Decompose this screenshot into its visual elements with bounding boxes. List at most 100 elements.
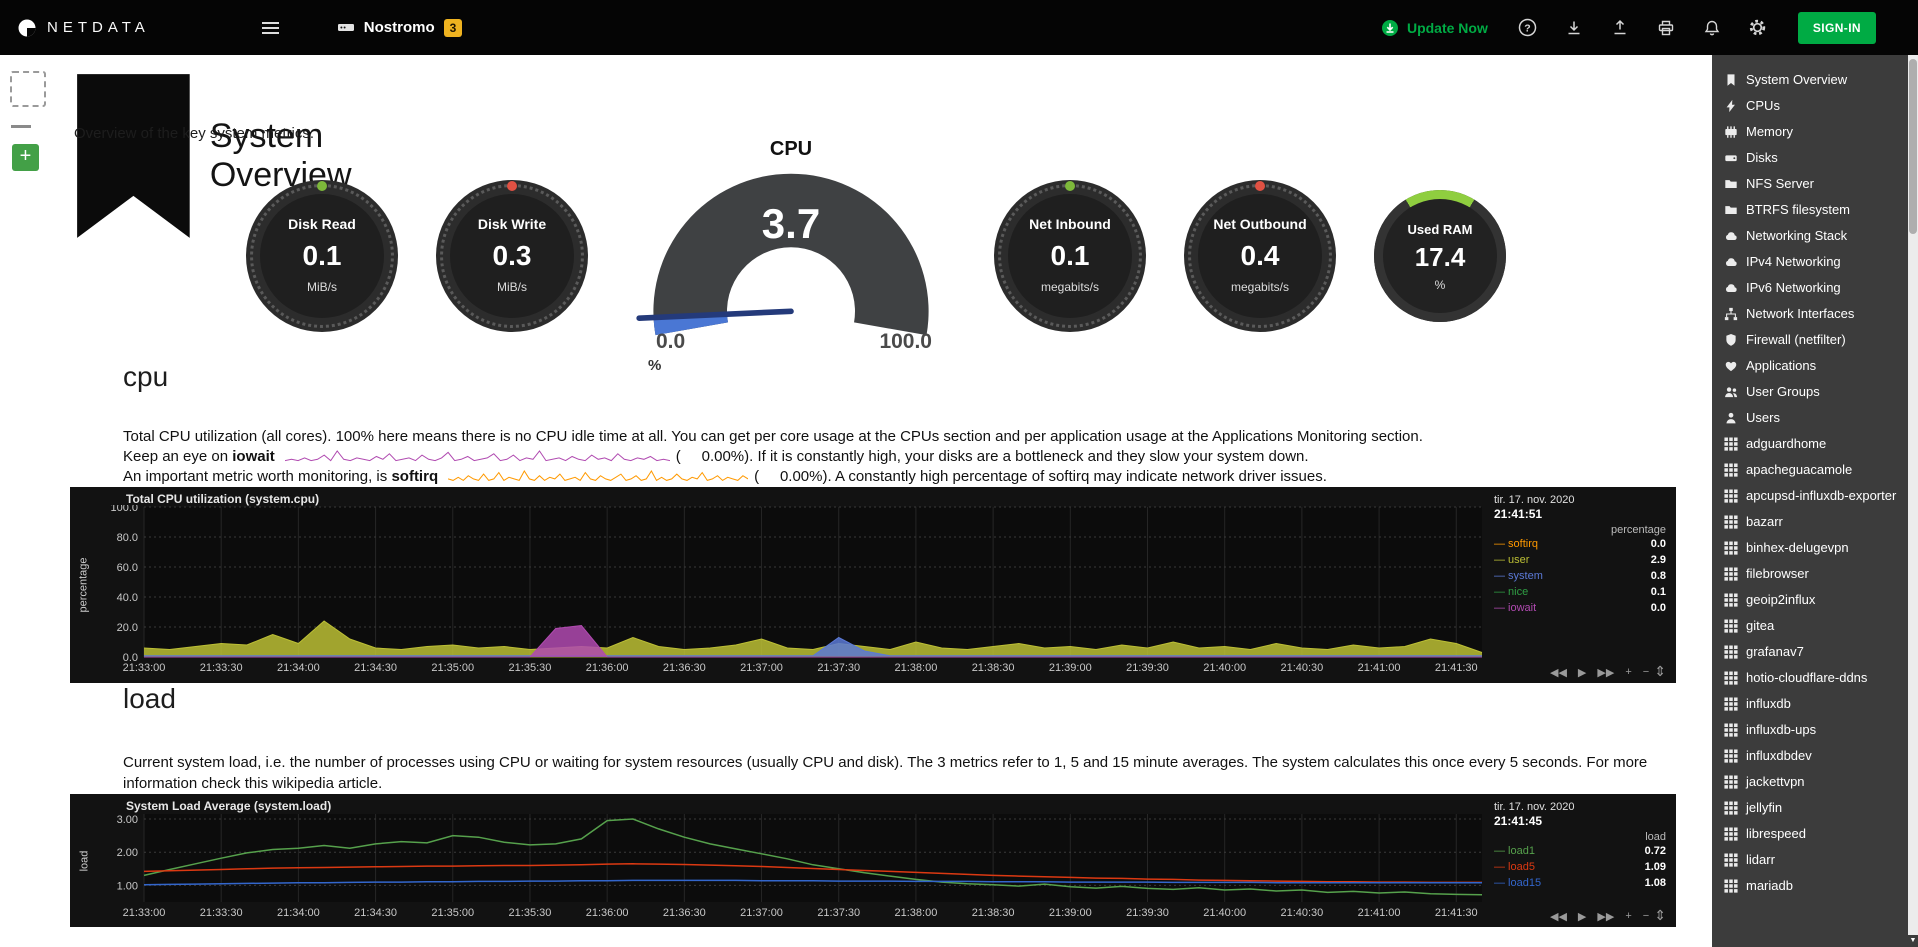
sidebar-item-apcupsd-influxdb-exporter[interactable]: apcupsd-influxdb-exporter bbox=[1712, 483, 1908, 509]
download-icon[interactable] bbox=[1564, 18, 1584, 38]
sidebar-item-disks[interactable]: Disks bbox=[1712, 145, 1908, 171]
gauge-net-outbound[interactable]: Net Outbound 0.4 megabits/s bbox=[1184, 179, 1336, 332]
gauge-disk-read[interactable]: Disk Read 0.1 MiB/s bbox=[246, 179, 398, 332]
y-axis-label: percentage bbox=[78, 557, 91, 613]
sidebar-item-btrfs-filesystem[interactable]: BTRFS filesystem bbox=[1712, 197, 1908, 223]
sidebar-item-memory[interactable]: Memory bbox=[1712, 119, 1908, 145]
chart-zoom-in-button[interactable]: + bbox=[1625, 666, 1632, 678]
gauge-used-ram[interactable]: Used RAM 17.4 % bbox=[1374, 189, 1506, 322]
sign-in-button[interactable]: SIGN-IN bbox=[1797, 11, 1876, 44]
sidebar-item-grafanav7[interactable]: grafanav7 bbox=[1712, 639, 1908, 665]
chart-plot[interactable]: 21:33:00 21:33:30 21:34:00 21:34:30 21:35:00… bbox=[98, 812, 1490, 922]
sidebar-item-apacheguacamole[interactable]: apacheguacamole bbox=[1712, 457, 1908, 483]
svg-text:80.0: 80.0 bbox=[117, 532, 138, 544]
netdata-logo-icon bbox=[18, 19, 36, 36]
print-icon[interactable] bbox=[1656, 18, 1676, 38]
sidebar-item-jackettvpn[interactable]: jackettvpn bbox=[1712, 769, 1908, 795]
menu-toggle-icon[interactable] bbox=[261, 21, 279, 34]
sidebar-item-cpus[interactable]: CPUs bbox=[1712, 93, 1908, 119]
gauge-cpu[interactable]: CPU 3.7 0.0 100.0 % bbox=[626, 138, 956, 374]
sidebar-item-mariadb[interactable]: mariadb bbox=[1712, 873, 1908, 899]
sidebar-item-gitea[interactable]: gitea bbox=[1712, 613, 1908, 639]
svg-text:21:34:30: 21:34:30 bbox=[354, 662, 397, 674]
svg-text:3.00: 3.00 bbox=[117, 814, 138, 826]
user-icon bbox=[1724, 411, 1738, 425]
sidebar-item-jellyfin[interactable]: jellyfin bbox=[1712, 795, 1908, 821]
scrollbar[interactable]: ▼ bbox=[1908, 55, 1918, 947]
sidebar-item-firewall-netfilter[interactable]: Firewall (netfilter) bbox=[1712, 327, 1908, 353]
update-now-button[interactable]: Update Now bbox=[1381, 19, 1488, 37]
legend-series-iowait[interactable]: — iowait 0.0 bbox=[1494, 602, 1666, 614]
grid-icon bbox=[1724, 463, 1738, 477]
sidebar-item-network-interfaces[interactable]: Network Interfaces bbox=[1712, 301, 1908, 327]
sidebar-item-applications[interactable]: Applications bbox=[1712, 353, 1908, 379]
host-selector[interactable]: Nostromo 3 bbox=[337, 18, 463, 37]
scrollbar-thumb[interactable] bbox=[1909, 59, 1917, 234]
sidebar-item-networking-stack[interactable]: Networking Stack bbox=[1712, 223, 1908, 249]
gauge-net-inbound[interactable]: Net Inbound 0.1 megabits/s bbox=[994, 179, 1146, 332]
folder-icon bbox=[1724, 203, 1738, 217]
legend-date: tir. 17. nov. 2020 bbox=[1494, 494, 1575, 506]
legend-series-load1[interactable]: — load1 0.72 bbox=[1494, 845, 1666, 857]
load-chart: System Load Average (system.load) load 2… bbox=[70, 794, 1676, 927]
main-content: + System Overview Overview of the key sy… bbox=[0, 55, 1712, 947]
legend-time: 21:41:51 bbox=[1494, 507, 1543, 521]
chart-play-button[interactable]: ▶ bbox=[1577, 667, 1587, 679]
svg-text:20.0: 20.0 bbox=[117, 622, 138, 634]
legend-series-nice[interactable]: — nice 0.1 bbox=[1494, 586, 1666, 598]
cloud-icon bbox=[1724, 255, 1738, 269]
chart-pan-right-button[interactable]: ▶▶ bbox=[1597, 667, 1615, 679]
sidebar-item-adguardhome[interactable]: adguardhome bbox=[1712, 431, 1908, 457]
sidebar-item-librespeed[interactable]: librespeed bbox=[1712, 821, 1908, 847]
chart-plot[interactable]: 21:33:00 21:33:30 21:34:00 21:34:30 21:35:00… bbox=[98, 505, 1490, 677]
sidebar-item-system-overview[interactable]: System Overview bbox=[1712, 67, 1908, 93]
netdata-logo[interactable]: NETDATA bbox=[18, 19, 150, 37]
sidebar-item-users[interactable]: Users bbox=[1712, 405, 1908, 431]
sidebar-item-user-groups[interactable]: User Groups bbox=[1712, 379, 1908, 405]
svg-text:21:34:30: 21:34:30 bbox=[354, 907, 397, 919]
svg-text:21:36:30: 21:36:30 bbox=[663, 662, 706, 674]
sidebar-item-filebrowser[interactable]: filebrowser bbox=[1712, 561, 1908, 587]
chart-zoom-in-button[interactable]: + bbox=[1625, 910, 1632, 922]
softirq-sparkline bbox=[447, 470, 749, 482]
sidebar-item-influxdb[interactable]: influxdb bbox=[1712, 691, 1908, 717]
legend-series-user[interactable]: — user 2.9 bbox=[1494, 554, 1666, 566]
scroll-down-arrow[interactable]: ▼ bbox=[1908, 935, 1918, 947]
legend-series-softirq[interactable]: — softirq 0.0 bbox=[1494, 538, 1666, 550]
chart-pan-right-button[interactable]: ▶▶ bbox=[1597, 911, 1615, 923]
chart-pan-left-button[interactable]: ◀◀ bbox=[1550, 911, 1567, 923]
chart-play-button[interactable]: ▶ bbox=[1577, 911, 1587, 923]
sidebar-item-lidarr[interactable]: lidarr bbox=[1712, 847, 1908, 873]
sidebar-item-nfs-server[interactable]: NFS Server bbox=[1712, 171, 1908, 197]
sidebar-item-hotio-cloudflare-ddns[interactable]: hotio-cloudflare-ddns bbox=[1712, 665, 1908, 691]
svg-text:21:39:00: 21:39:00 bbox=[1049, 662, 1092, 674]
sidebar-item-binhex-delugevpn[interactable]: binhex-delugevpn bbox=[1712, 535, 1908, 561]
sidebar-item-geoip2influx[interactable]: geoip2influx bbox=[1712, 587, 1908, 613]
upload-icon[interactable] bbox=[1610, 18, 1630, 38]
sidebar-item-bazarr[interactable]: bazarr bbox=[1712, 509, 1908, 535]
chart-zoom-out-button[interactable]: − bbox=[1642, 910, 1650, 922]
chart-zoom-out-button[interactable]: − bbox=[1642, 666, 1650, 678]
chart-resize-handle[interactable]: ⇕ bbox=[1654, 663, 1666, 679]
legend-series-load5[interactable]: — load5 1.09 bbox=[1494, 861, 1666, 873]
sidebar-item-ipv4-networking[interactable]: IPv4 Networking bbox=[1712, 249, 1908, 275]
svg-text:21:36:00: 21:36:00 bbox=[586, 662, 629, 674]
help-icon[interactable]: ? bbox=[1518, 18, 1538, 38]
settings-icon[interactable] bbox=[1748, 18, 1768, 38]
svg-text:40.0: 40.0 bbox=[117, 592, 138, 604]
notifications-icon[interactable] bbox=[1702, 18, 1722, 38]
sidebar-item-ipv6-networking[interactable]: IPv6 Networking bbox=[1712, 275, 1908, 301]
gauge-disk-write[interactable]: Disk Write 0.3 MiB/s bbox=[436, 179, 588, 332]
chart-resize-handle[interactable]: ⇕ bbox=[1654, 907, 1666, 923]
alarm-badge[interactable]: 3 bbox=[443, 18, 463, 37]
sidebar-item-influxdb-ups[interactable]: influxdb-ups bbox=[1712, 717, 1908, 743]
selection-box-icon[interactable] bbox=[10, 71, 46, 107]
grid-icon bbox=[1724, 697, 1738, 711]
legend-series-load15[interactable]: — load15 1.08 bbox=[1494, 877, 1666, 889]
sidebar-item-influxdbdev[interactable]: influxdbdev bbox=[1712, 743, 1908, 769]
hostname: Nostromo bbox=[363, 19, 435, 36]
chart-pan-left-button[interactable]: ◀◀ bbox=[1550, 667, 1567, 679]
chart-legend: tir. 17. nov. 2020 21:41:45 load — load1… bbox=[1490, 794, 1676, 891]
legend-series-system[interactable]: — system 0.8 bbox=[1494, 570, 1666, 582]
add-dashboard-button[interactable]: + bbox=[12, 144, 39, 171]
